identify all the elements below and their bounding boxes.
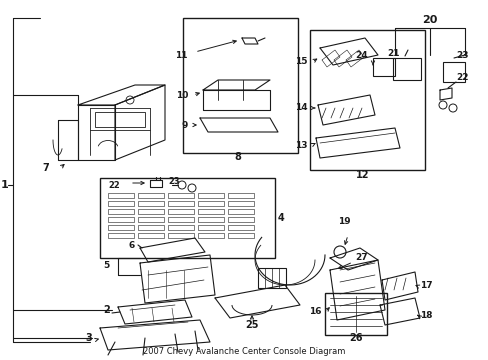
- Text: 12: 12: [356, 170, 369, 180]
- Text: 22: 22: [108, 180, 120, 189]
- Text: 17: 17: [419, 280, 432, 289]
- Text: 1: 1: [1, 180, 9, 190]
- Bar: [168, 233, 194, 238]
- Bar: [198, 233, 224, 238]
- Bar: [183, 18, 297, 153]
- Bar: [138, 217, 163, 222]
- Bar: [168, 201, 194, 206]
- Text: 22: 22: [455, 73, 468, 82]
- Text: 10: 10: [175, 90, 187, 99]
- Bar: [227, 217, 253, 222]
- Text: 5: 5: [103, 261, 110, 270]
- Text: 8: 8: [234, 152, 241, 162]
- Bar: [227, 193, 253, 198]
- Bar: [198, 217, 224, 222]
- Bar: [168, 225, 194, 230]
- Bar: [168, 193, 194, 198]
- Bar: [108, 217, 134, 222]
- Text: 4: 4: [278, 213, 284, 223]
- Text: 7: 7: [42, 163, 49, 173]
- Bar: [198, 225, 224, 230]
- Bar: [227, 233, 253, 238]
- Bar: [168, 209, 194, 214]
- Bar: [138, 201, 163, 206]
- Text: 18: 18: [419, 310, 431, 320]
- Bar: [258, 268, 285, 288]
- Text: 2: 2: [103, 305, 110, 315]
- Bar: [95, 112, 145, 127]
- Bar: [227, 201, 253, 206]
- Text: 26: 26: [348, 333, 362, 343]
- Text: 21: 21: [386, 49, 398, 58]
- Text: 11: 11: [175, 50, 187, 59]
- Bar: [100, 178, 274, 258]
- Text: 16: 16: [309, 307, 321, 316]
- Bar: [108, 193, 134, 198]
- Text: 2007 Chevy Avalanche Center Console Diagram: 2007 Chevy Avalanche Center Console Diag…: [142, 347, 345, 356]
- Bar: [198, 209, 224, 214]
- Text: 14: 14: [295, 104, 307, 112]
- Bar: [372, 58, 394, 76]
- Bar: [442, 62, 464, 82]
- Bar: [309, 30, 424, 170]
- Text: 25: 25: [245, 320, 258, 330]
- Text: 13: 13: [295, 140, 307, 149]
- Bar: [392, 58, 420, 80]
- Text: 3: 3: [85, 333, 92, 343]
- Text: 9: 9: [181, 121, 187, 130]
- Bar: [198, 201, 224, 206]
- Text: 6: 6: [128, 240, 135, 249]
- Bar: [227, 209, 253, 214]
- Bar: [325, 293, 386, 335]
- Text: 15: 15: [295, 58, 307, 67]
- Bar: [138, 209, 163, 214]
- Text: 23: 23: [168, 177, 179, 186]
- Text: 27: 27: [354, 253, 367, 262]
- Bar: [108, 225, 134, 230]
- Bar: [108, 209, 134, 214]
- Bar: [138, 193, 163, 198]
- Text: 19: 19: [337, 217, 350, 226]
- Bar: [108, 233, 134, 238]
- Bar: [138, 225, 163, 230]
- Bar: [227, 225, 253, 230]
- Bar: [168, 217, 194, 222]
- Bar: [108, 201, 134, 206]
- Bar: [198, 193, 224, 198]
- Text: 20: 20: [422, 15, 437, 25]
- Bar: [138, 233, 163, 238]
- Text: 23: 23: [455, 50, 468, 59]
- Text: 24: 24: [355, 50, 367, 59]
